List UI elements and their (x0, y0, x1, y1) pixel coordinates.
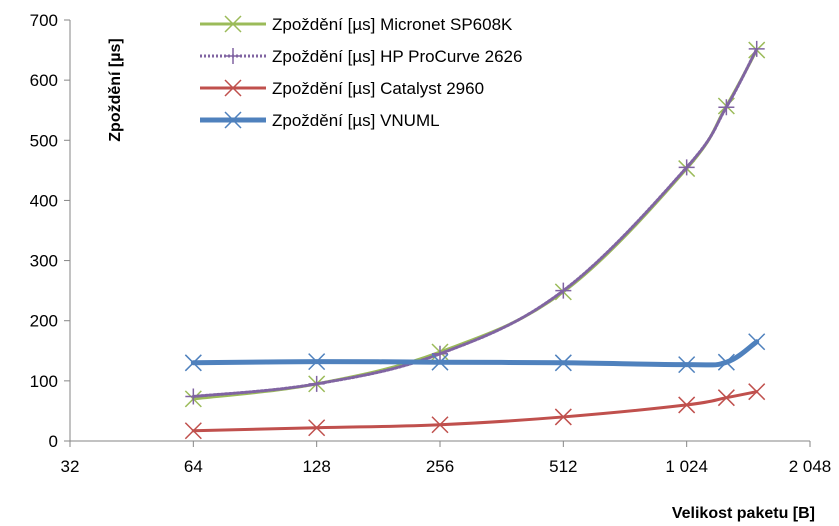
data-point (185, 388, 202, 405)
y-axis-title: Zpoždění [µs] (107, 38, 124, 141)
legend-marker (224, 79, 242, 97)
x-tick-label: 256 (426, 457, 454, 476)
data-point (308, 419, 326, 437)
series-4 (184, 333, 766, 374)
series-layer (184, 40, 766, 440)
data-point (678, 396, 696, 414)
y-ticks: 0 100 200 300 400 500 600 700 (30, 11, 70, 451)
data-point (678, 356, 696, 374)
series-3 (184, 383, 766, 440)
data-point (554, 408, 572, 426)
series-line (191, 48, 759, 401)
y-tick-label: 600 (30, 71, 58, 90)
legend-label: Zpoždění [µs] Catalyst 2960 (272, 79, 484, 98)
series-line (190, 339, 760, 368)
data-point (432, 345, 448, 362)
legend-label: Zpoždění [µs] VNUML (272, 111, 440, 130)
legend-label: Zpoždění [µs] Micronet SP608K (272, 15, 513, 34)
axes: 0 100 200 300 400 500 600 700 32 64 128 256 512 1 02… (30, 11, 832, 476)
data-point (717, 353, 735, 371)
legend-marker (225, 48, 241, 64)
y-tick-label: 500 (30, 131, 58, 150)
x-tick-label: 128 (302, 457, 330, 476)
y-tick-label: 100 (30, 372, 58, 391)
data-point (554, 354, 572, 372)
x-axis-title: Velikost paketu [B] (672, 505, 815, 522)
data-point (184, 354, 202, 372)
data-point (748, 40, 765, 57)
data-point (717, 389, 735, 407)
data-point (748, 333, 766, 351)
data-point (431, 353, 449, 371)
data-point (678, 159, 695, 176)
series-2 (185, 40, 765, 405)
data-point (184, 422, 202, 440)
legend-marker (224, 111, 242, 129)
data-point (555, 282, 572, 299)
data-point (308, 375, 325, 392)
x-tick-label: 1 024 (665, 457, 708, 476)
data-point (308, 353, 326, 371)
y-tick-label: 200 (30, 312, 58, 331)
x-tick-label: 64 (184, 457, 203, 476)
data-point (748, 383, 766, 401)
y-tick-label: 700 (30, 11, 58, 30)
legend-item: Zpoždění [µs] VNUML (200, 111, 440, 130)
x-tick-label: 32 (61, 457, 80, 476)
series-line (191, 390, 759, 433)
legend-marker (224, 15, 242, 33)
x-ticks: 32 64 128 256 512 1 024 2 048 (61, 441, 832, 476)
x-tick-label: 2 048 (789, 457, 832, 476)
legend-item: Zpoždění [µs] Catalyst 2960 (200, 79, 484, 98)
legend-label: Zpoždění [µs] HP ProCurve 2626 (272, 47, 522, 66)
y-tick-label: 400 (30, 191, 58, 210)
legend: Zpoždění [µs] Micronet SP608K Zpoždění [µ… (200, 15, 522, 130)
y-tick-label: 0 (49, 432, 58, 451)
y-tick-label: 300 (30, 252, 58, 271)
legend-item: Zpoždění [µs] HP ProCurve 2626 (200, 47, 522, 66)
legend-item: Zpoždění [µs] Micronet SP608K (200, 15, 513, 34)
series-line (191, 47, 759, 398)
x-tick-label: 512 (549, 457, 577, 476)
data-point (718, 99, 735, 116)
data-point (431, 416, 449, 434)
